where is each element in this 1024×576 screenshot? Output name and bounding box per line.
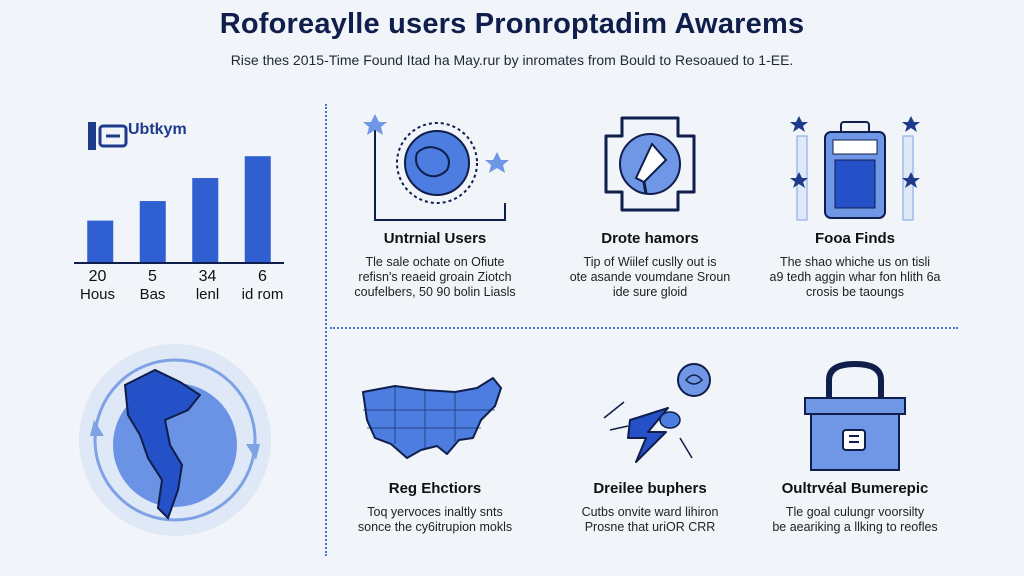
tile-title: Untrnial Users: [383, 230, 487, 247]
bar-value: 6: [258, 268, 267, 285]
tile-description: Cutbs onvite ward lihiron Prosne that ur…: [545, 505, 755, 535]
lightning-icon: [603, 363, 711, 463]
desc-line: a9 tedh aggin whar fon hlith 6a: [769, 270, 941, 284]
tile-title: Fooa Finds: [815, 230, 895, 247]
logo-text: Ubtkym: [128, 121, 187, 138]
page-title: Roforeaylle users Pronroptadim Awarems: [219, 8, 805, 40]
bar-value: 34: [198, 268, 217, 285]
tile-dreilee-buphers: Dreilee buphers Cutbs onvite ward lihiro…: [545, 358, 755, 535]
globe-icon: [363, 114, 509, 221]
tile-title: Dreilee buphers: [593, 480, 707, 497]
tile-fooa-finds: Fooa Finds The shao whiche us on tisli a…: [750, 108, 960, 300]
bar-label: id rom: [241, 286, 284, 303]
desc-line: sonce the cy6itrupion mokls: [357, 520, 513, 534]
tile-description: Toq yervoces inaltly snts sonce the cy6i…: [330, 505, 540, 535]
desc-line: crosis be taoungs: [806, 285, 904, 299]
bar-label: Hous: [79, 286, 116, 303]
tile-description: Tle sale ochate on Ofiute refisn's reaei…: [330, 255, 540, 300]
bar-label: Bas: [139, 286, 166, 303]
desc-line: Tle goal culungr voorsilty: [785, 505, 925, 519]
shield-icon: [604, 116, 696, 212]
tile-oultrveal-bumerepic: Oultrvéal Bumerepic Tle goal culungr voo…: [750, 358, 960, 535]
desc-line: ide sure gloid: [612, 285, 688, 299]
desc-line: coufelbers, 50 90 bolin Liasls: [354, 285, 516, 299]
tile-title: Drote hamors: [601, 230, 699, 247]
tile-description: Tle goal culungr voorsilty be aeariking …: [750, 505, 960, 535]
bar-labels: Hous Bas lenl id rom: [70, 286, 290, 303]
desc-line: Tle sale ochate on Ofiute: [365, 255, 505, 269]
tile-drote-hamors: Drote hamors Tip of Wiilef cuslly out is…: [545, 108, 755, 300]
desc-line: Prosne that uriOR CRR: [584, 520, 716, 534]
desc-line: Tip of Wiilef cuslly out is: [583, 255, 717, 269]
tile-reg-ehctiors: Reg Ehctiors Toq yervoces inaltly snts s…: [330, 358, 540, 535]
tile-description: Tip of Wiilef cuslly out is ote asande v…: [545, 255, 755, 300]
horizontal-divider: [330, 327, 958, 329]
desc-line: Toq yervoces inaltly snts: [367, 505, 503, 519]
vertical-divider: [325, 104, 327, 556]
chart-bar: [192, 178, 219, 262]
device-icon: [790, 116, 920, 221]
bar-value: 5: [148, 268, 157, 285]
chart-bar: [244, 156, 271, 262]
chart-bar: [139, 201, 166, 262]
page-subtitle: Rise thes 2015-Time Found Itad ha May.ru…: [230, 52, 794, 68]
desc-line: be aeariking a llking to reofles: [772, 520, 938, 534]
bar-label: lenl: [195, 286, 220, 303]
tile-title: Reg Ehctiors: [388, 480, 482, 497]
desc-line: refisn's reaeid groain Ziotch: [358, 270, 512, 284]
desc-line: The shao whiche us on tisli: [779, 255, 931, 269]
chart-bar: [87, 220, 114, 262]
bar-values: 20 5 34 6: [70, 268, 290, 286]
desc-line: Cutbs onvite ward lihiron: [581, 505, 719, 519]
tile-title: Oultrvéal Bumerepic: [781, 480, 929, 497]
region-map-icon: [79, 344, 271, 536]
bar-value: 20: [88, 268, 107, 285]
lock-icon: [804, 360, 906, 471]
brand-logo-icon: [88, 122, 128, 150]
tile-untrnial-users: Untrnial Users Tle sale ochate on Ofiute…: [330, 108, 540, 300]
desc-line: ote asande voumdane Sroun: [569, 270, 731, 284]
usa-map-icon: [362, 377, 502, 459]
tile-description: The shao whiche us on tisli a9 tedh aggi…: [750, 255, 960, 300]
bar-chart: [74, 156, 284, 264]
